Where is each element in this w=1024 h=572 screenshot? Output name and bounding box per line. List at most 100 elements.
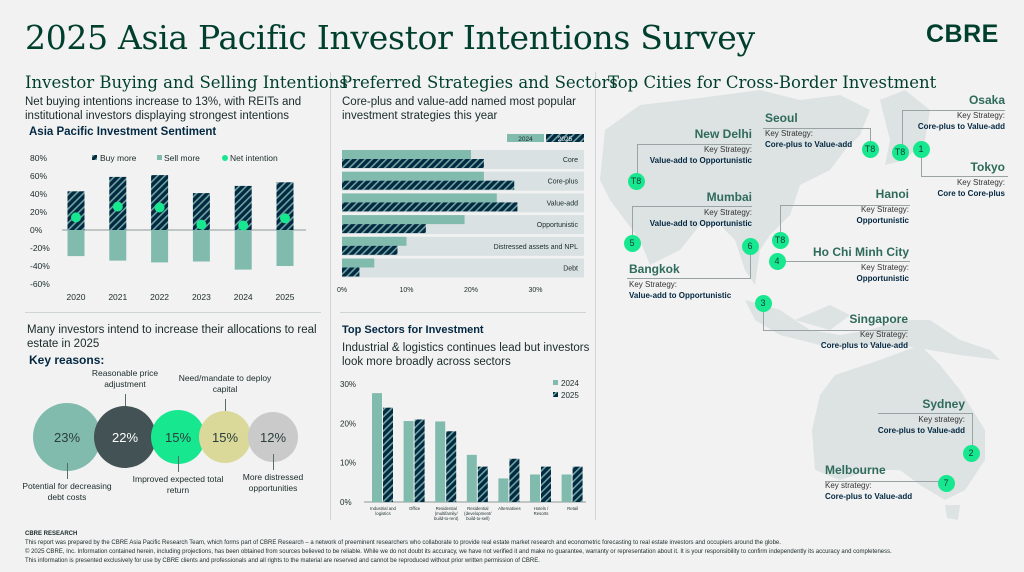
- city-name: Tokyo: [970, 160, 1005, 174]
- key-strategy-value: Core-plus to Value-add: [825, 492, 913, 501]
- city-rank-marker[interactable]: 4: [768, 252, 786, 270]
- city-rank-marker[interactable]: T8: [771, 231, 789, 249]
- key-reasons-heading: Key reasons:: [29, 353, 105, 367]
- bar-2024: [342, 193, 497, 203]
- bar-2024: [403, 421, 414, 502]
- x-tick-label: 30%: [528, 287, 542, 294]
- city-rank-marker[interactable]: 3: [754, 294, 772, 312]
- legend-swatch-2024: [507, 134, 544, 142]
- callout-line: [780, 205, 781, 233]
- category-label: Hotels /: [534, 506, 549, 511]
- callout-line: [763, 128, 870, 129]
- callout-line: [627, 278, 751, 279]
- bar-2024: [435, 421, 446, 502]
- reason-bubble: 12%: [248, 412, 298, 462]
- city-name: Melbourne: [825, 463, 886, 477]
- category-label: Alternatives: [498, 506, 520, 511]
- category-label: Office: [409, 506, 421, 511]
- legend-label: 2025: [558, 136, 573, 143]
- callout-line: [750, 246, 751, 278]
- reason-label: Potential for decreasing debt costs: [22, 481, 112, 502]
- bar-2025: [446, 431, 457, 502]
- category-label: Debt: [563, 266, 578, 273]
- city-rank-marker[interactable]: 5: [623, 234, 641, 252]
- city-rank-marker[interactable]: 6: [741, 237, 759, 255]
- callout-line: [780, 205, 910, 206]
- legend-label: Sell more: [164, 153, 200, 163]
- bar-2025: [342, 267, 360, 277]
- category-label: Core-plus: [548, 179, 579, 186]
- bar-2025: [509, 458, 520, 502]
- reason-label: More distressed opportunities: [242, 472, 304, 493]
- callout-line: [972, 413, 973, 446]
- bar-2025: [383, 407, 393, 502]
- bar-2025: [342, 202, 518, 212]
- city-name: Mumbai: [706, 190, 752, 204]
- legend-swatch-2025: [553, 392, 558, 397]
- y-tick-label: -20%: [30, 243, 50, 253]
- category-label: build-to-rent): [434, 516, 459, 521]
- divider: [25, 312, 321, 313]
- key-strategy-value: Value-add to Opportunistic: [649, 219, 752, 228]
- reason-label: Reasonable price adjustment: [91, 368, 159, 389]
- key-strategy-value: Core-plus to Value-add: [820, 341, 908, 350]
- x-tick-label: 20%: [464, 287, 478, 294]
- row-background: [342, 258, 584, 278]
- net-intention-dot: [280, 213, 290, 224]
- legend-swatch-buy: [92, 155, 97, 160]
- net-intention-dot: [238, 220, 249, 231]
- bar-2025: [541, 466, 551, 502]
- bar-2024: [466, 454, 477, 502]
- sectors-title: Top Sectors for Investment: [342, 324, 484, 336]
- sell-more-bar: [234, 230, 252, 270]
- city-rank-marker[interactable]: T8: [861, 140, 879, 158]
- y-tick-label: 20%: [340, 419, 356, 428]
- y-tick-label: 20%: [30, 207, 47, 217]
- page-title: 2025 Asia Pacific Investor Intentions Su…: [25, 18, 755, 57]
- key-strategy-label: Key Strategy:: [629, 280, 678, 289]
- category-label: Residential: [436, 506, 457, 511]
- cbre-logo: CBRE: [926, 20, 999, 48]
- city-rank-marker[interactable]: 2: [962, 444, 980, 462]
- city-name: Osaka: [968, 93, 1005, 107]
- y-tick-label: 10%: [340, 459, 356, 468]
- reason-label: Need/mandate to deploy capital: [178, 373, 272, 394]
- callout-line: [637, 144, 752, 145]
- legend-label: 2024: [561, 379, 579, 388]
- city-rank-marker[interactable]: T8: [627, 172, 645, 190]
- bar-2025: [342, 245, 398, 255]
- bar-2024: [342, 258, 375, 268]
- bar-2024: [342, 150, 471, 159]
- connector-line: [178, 456, 179, 472]
- callout-line: [902, 110, 903, 145]
- y-tick-label: -40%: [30, 261, 50, 271]
- reason-bubble: 15%: [151, 410, 205, 464]
- buy-more-bar: [234, 185, 252, 230]
- category-label: Residential: [467, 506, 488, 511]
- city-name: New Delhi: [694, 127, 752, 141]
- city-rank-marker[interactable]: T8: [891, 143, 909, 161]
- city-rank-marker[interactable]: 7: [937, 474, 955, 492]
- x-tick-label: 2025: [276, 292, 295, 302]
- sectors-subtitle: Industrial & logistics continues lead bu…: [342, 342, 590, 368]
- legend-label: Buy more: [100, 153, 137, 163]
- bar-2025: [477, 466, 488, 502]
- divider: [330, 72, 331, 520]
- net-intention-dot: [71, 212, 81, 223]
- city-rank-marker[interactable]: 1: [912, 140, 930, 158]
- category-label: (development/: [464, 511, 492, 516]
- key-strategy-label: Key Strategy:: [703, 208, 752, 217]
- city-name: Sydney: [922, 397, 965, 411]
- x-tick-label: 0%: [337, 287, 347, 294]
- y-tick-label: 0%: [340, 498, 352, 507]
- footer-line: This report was prepared by the CBRE Asi…: [25, 540, 781, 546]
- x-tick-label: 2020: [67, 292, 86, 302]
- callout-line: [902, 110, 1005, 111]
- buy-more-bar: [192, 193, 210, 230]
- category-label: build-to-sell): [466, 516, 490, 521]
- category-label: (multifamily/: [435, 511, 459, 516]
- legend-label: Net intention: [230, 153, 278, 163]
- legend-swatch-2025: [546, 134, 584, 142]
